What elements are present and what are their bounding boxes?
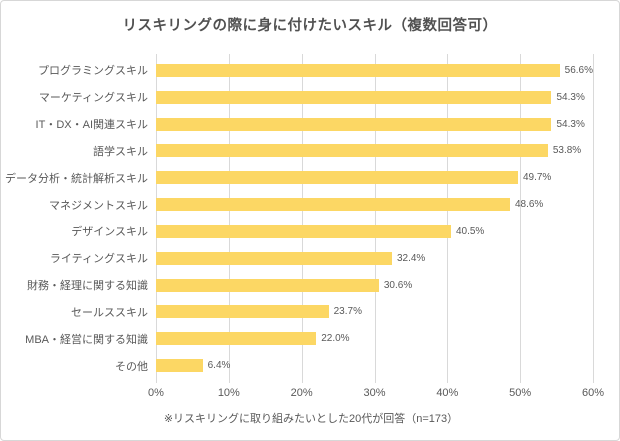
bar (156, 332, 317, 346)
bar (156, 278, 379, 292)
value-label: 54.3% (556, 91, 585, 103)
bar (156, 198, 510, 212)
category-label: デザインスキル (71, 226, 148, 239)
gridline (593, 54, 594, 383)
gridlines (156, 54, 594, 383)
category-label: 財務・経理に関する知識 (27, 280, 148, 293)
gridline (447, 54, 449, 383)
value-label: 32.4% (396, 252, 426, 264)
value-label: 6.4% (207, 360, 231, 372)
bar-row: マネジメントスキル 48.6% (1, 191, 619, 218)
bar-row: データ分析・統計解析スキル 49.7% (1, 164, 619, 191)
value-label: 30.6% (383, 279, 413, 291)
category-label: IT・DX・AI関連スキル (35, 119, 148, 132)
bar (156, 305, 329, 319)
bar-zone: 56.6% (156, 57, 593, 84)
bar-row: デザインスキル 40.5% (1, 218, 619, 245)
x-axis: 0% 10% 20% 30% 40% 50% 60% (148, 387, 604, 403)
category-label: その他 (115, 360, 148, 373)
x-axis-tick-label: 0% (148, 387, 164, 399)
category-label: ライティングスキル (49, 253, 148, 266)
gridline (156, 54, 157, 383)
bar-zone: 40.5% (156, 218, 593, 245)
x-axis-tick-label: 40% (436, 387, 459, 399)
x-axis-tick-label: 10% (217, 387, 240, 399)
bar (156, 224, 451, 238)
bar-zone: 22.0% (156, 325, 593, 352)
value-label: 53.8% (552, 145, 582, 157)
bar-zone: 6.4% (156, 352, 593, 379)
bar-row: マーケティングスキル 54.3% (1, 84, 619, 111)
bar (156, 251, 392, 265)
value-label: 40.5% (455, 225, 485, 237)
category-label: マネジメントスキル (49, 199, 148, 212)
category-label: セールススキル (71, 306, 148, 319)
bar-row: その他 6.4% (1, 352, 619, 379)
x-axis-tick-label: 20% (290, 387, 313, 399)
bar-zone: 32.4% (156, 245, 593, 272)
gridline (301, 54, 303, 383)
bar (156, 63, 560, 77)
bar (156, 171, 518, 185)
category-label: 語学スキル (93, 145, 148, 158)
bar (156, 90, 552, 104)
chart-title: リスキリングの際に身に付けたいスキル（複数回答可） (122, 18, 498, 34)
category-label: MBA・経営に関する知識 (25, 333, 148, 346)
bar-zone: 49.7% (156, 164, 593, 191)
bar-row: IT・DX・AI関連スキル 54.3% (1, 111, 619, 138)
gridline (374, 54, 376, 383)
bar (156, 117, 552, 131)
bar-zone: 48.6% (156, 191, 593, 218)
bar (156, 359, 203, 373)
category-label: プログラミングスキル (38, 65, 148, 78)
gridline (228, 54, 230, 383)
bar-row: セールススキル 23.7% (1, 298, 619, 325)
value-label: 22.0% (321, 333, 350, 345)
value-label: 48.6% (514, 199, 544, 211)
bar-zone: 54.3% (156, 84, 593, 111)
chart-footnote: ※リスキリングに取り組みたいとした20代が回答（n=173） (163, 413, 459, 425)
bar-row: ライティングスキル 32.4% (1, 245, 619, 272)
bar-zone: 23.7% (156, 298, 593, 325)
value-label: 54.3% (556, 118, 585, 130)
gridline (520, 54, 522, 383)
x-axis-tick-label: 30% (363, 387, 386, 399)
value-label: 23.7% (333, 306, 362, 318)
bar-zone: 53.8% (156, 137, 593, 164)
category-label: マーケティングスキル (38, 92, 148, 105)
bar-zone: 30.6% (156, 272, 593, 299)
bar-row: プログラミングスキル 56.6% (1, 57, 619, 84)
value-label: 49.7% (522, 172, 552, 184)
value-label: 56.6% (564, 64, 593, 76)
bar-row: MBA・経営に関する知識 22.0% (1, 325, 619, 352)
bar-row: 財務・経理に関する知識 30.6% (1, 272, 619, 299)
x-axis-tick-label: 60% (581, 387, 605, 399)
bar (156, 144, 548, 158)
bar-row: 語学スキル 53.8% (1, 137, 619, 164)
bar-zone: 54.3% (156, 111, 593, 138)
bar-rows: プログラミングスキル 56.6% マーケティングスキル 54.3% IT・DX・… (1, 57, 619, 379)
category-label: データ分析・統計解析スキル (5, 172, 148, 185)
plot-area: プログラミングスキル 56.6% マーケティングスキル 54.3% IT・DX・… (1, 54, 619, 383)
x-axis-tick-label: 50% (509, 387, 532, 399)
